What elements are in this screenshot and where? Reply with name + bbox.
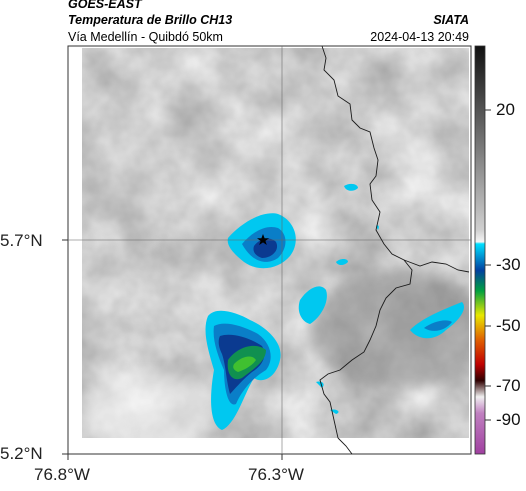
satellite-image	[82, 48, 469, 438]
colorbar	[474, 45, 486, 455]
org-label: SIATA	[433, 13, 469, 27]
product-title: Temperatura de Brillo CH13	[68, 13, 233, 27]
star-icon	[257, 234, 269, 245]
lat-tick-label: 5.2°N	[0, 444, 43, 463]
colorbar-tick-label: -90	[496, 410, 521, 429]
cold-cloud-patches	[298, 183, 465, 414]
boundary-lines	[319, 45, 470, 455]
colorbar-tick-label: 20	[496, 100, 515, 119]
datetime-label: 2024-04-13 20:49	[370, 30, 469, 44]
colorbar-tick-label: -50	[496, 316, 521, 335]
lon-tick-label: 76.3°W	[248, 465, 304, 484]
colorbar-tick-label: -70	[496, 376, 521, 395]
region-label: Vía Medellín - Quibdó 50km	[68, 30, 223, 44]
lon-tick-label: 76.8°W	[34, 465, 90, 484]
convective-cell-south	[205, 310, 281, 430]
colorbar-tick-label: -30	[496, 255, 521, 274]
satellite-name: GOES-EAST	[68, 0, 142, 11]
lat-tick-label: 5.7°N	[0, 231, 43, 250]
